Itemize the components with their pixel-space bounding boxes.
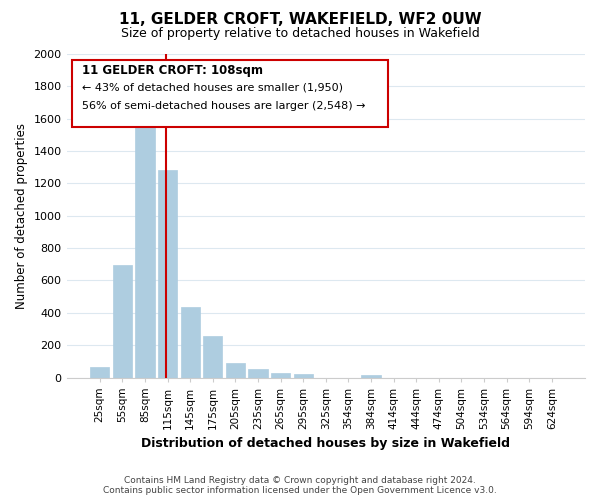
- Bar: [136, 113, 155, 378]
- Bar: [248, 368, 268, 378]
- Bar: [158, 170, 177, 378]
- Text: ← 43% of detached houses are smaller (1,950): ← 43% of detached houses are smaller (1,…: [82, 82, 343, 92]
- Bar: [226, 363, 245, 378]
- Text: 11, GELDER CROFT, WAKEFIELD, WF2 0UW: 11, GELDER CROFT, WAKEFIELD, WF2 0UW: [119, 12, 481, 28]
- Text: Size of property relative to detached houses in Wakefield: Size of property relative to detached ho…: [121, 28, 479, 40]
- Bar: [181, 307, 200, 378]
- Text: 11 GELDER CROFT: 108sqm: 11 GELDER CROFT: 108sqm: [82, 64, 263, 78]
- Bar: [293, 374, 313, 378]
- Text: Contains HM Land Registry data © Crown copyright and database right 2024.
Contai: Contains HM Land Registry data © Crown c…: [103, 476, 497, 495]
- Y-axis label: Number of detached properties: Number of detached properties: [15, 123, 28, 309]
- Text: 56% of semi-detached houses are larger (2,548) →: 56% of semi-detached houses are larger (…: [82, 101, 365, 111]
- FancyBboxPatch shape: [72, 60, 388, 127]
- Bar: [361, 375, 380, 378]
- Bar: [203, 336, 223, 378]
- Bar: [90, 367, 109, 378]
- Bar: [271, 372, 290, 378]
- X-axis label: Distribution of detached houses by size in Wakefield: Distribution of detached houses by size …: [141, 437, 510, 450]
- Bar: [113, 265, 132, 378]
